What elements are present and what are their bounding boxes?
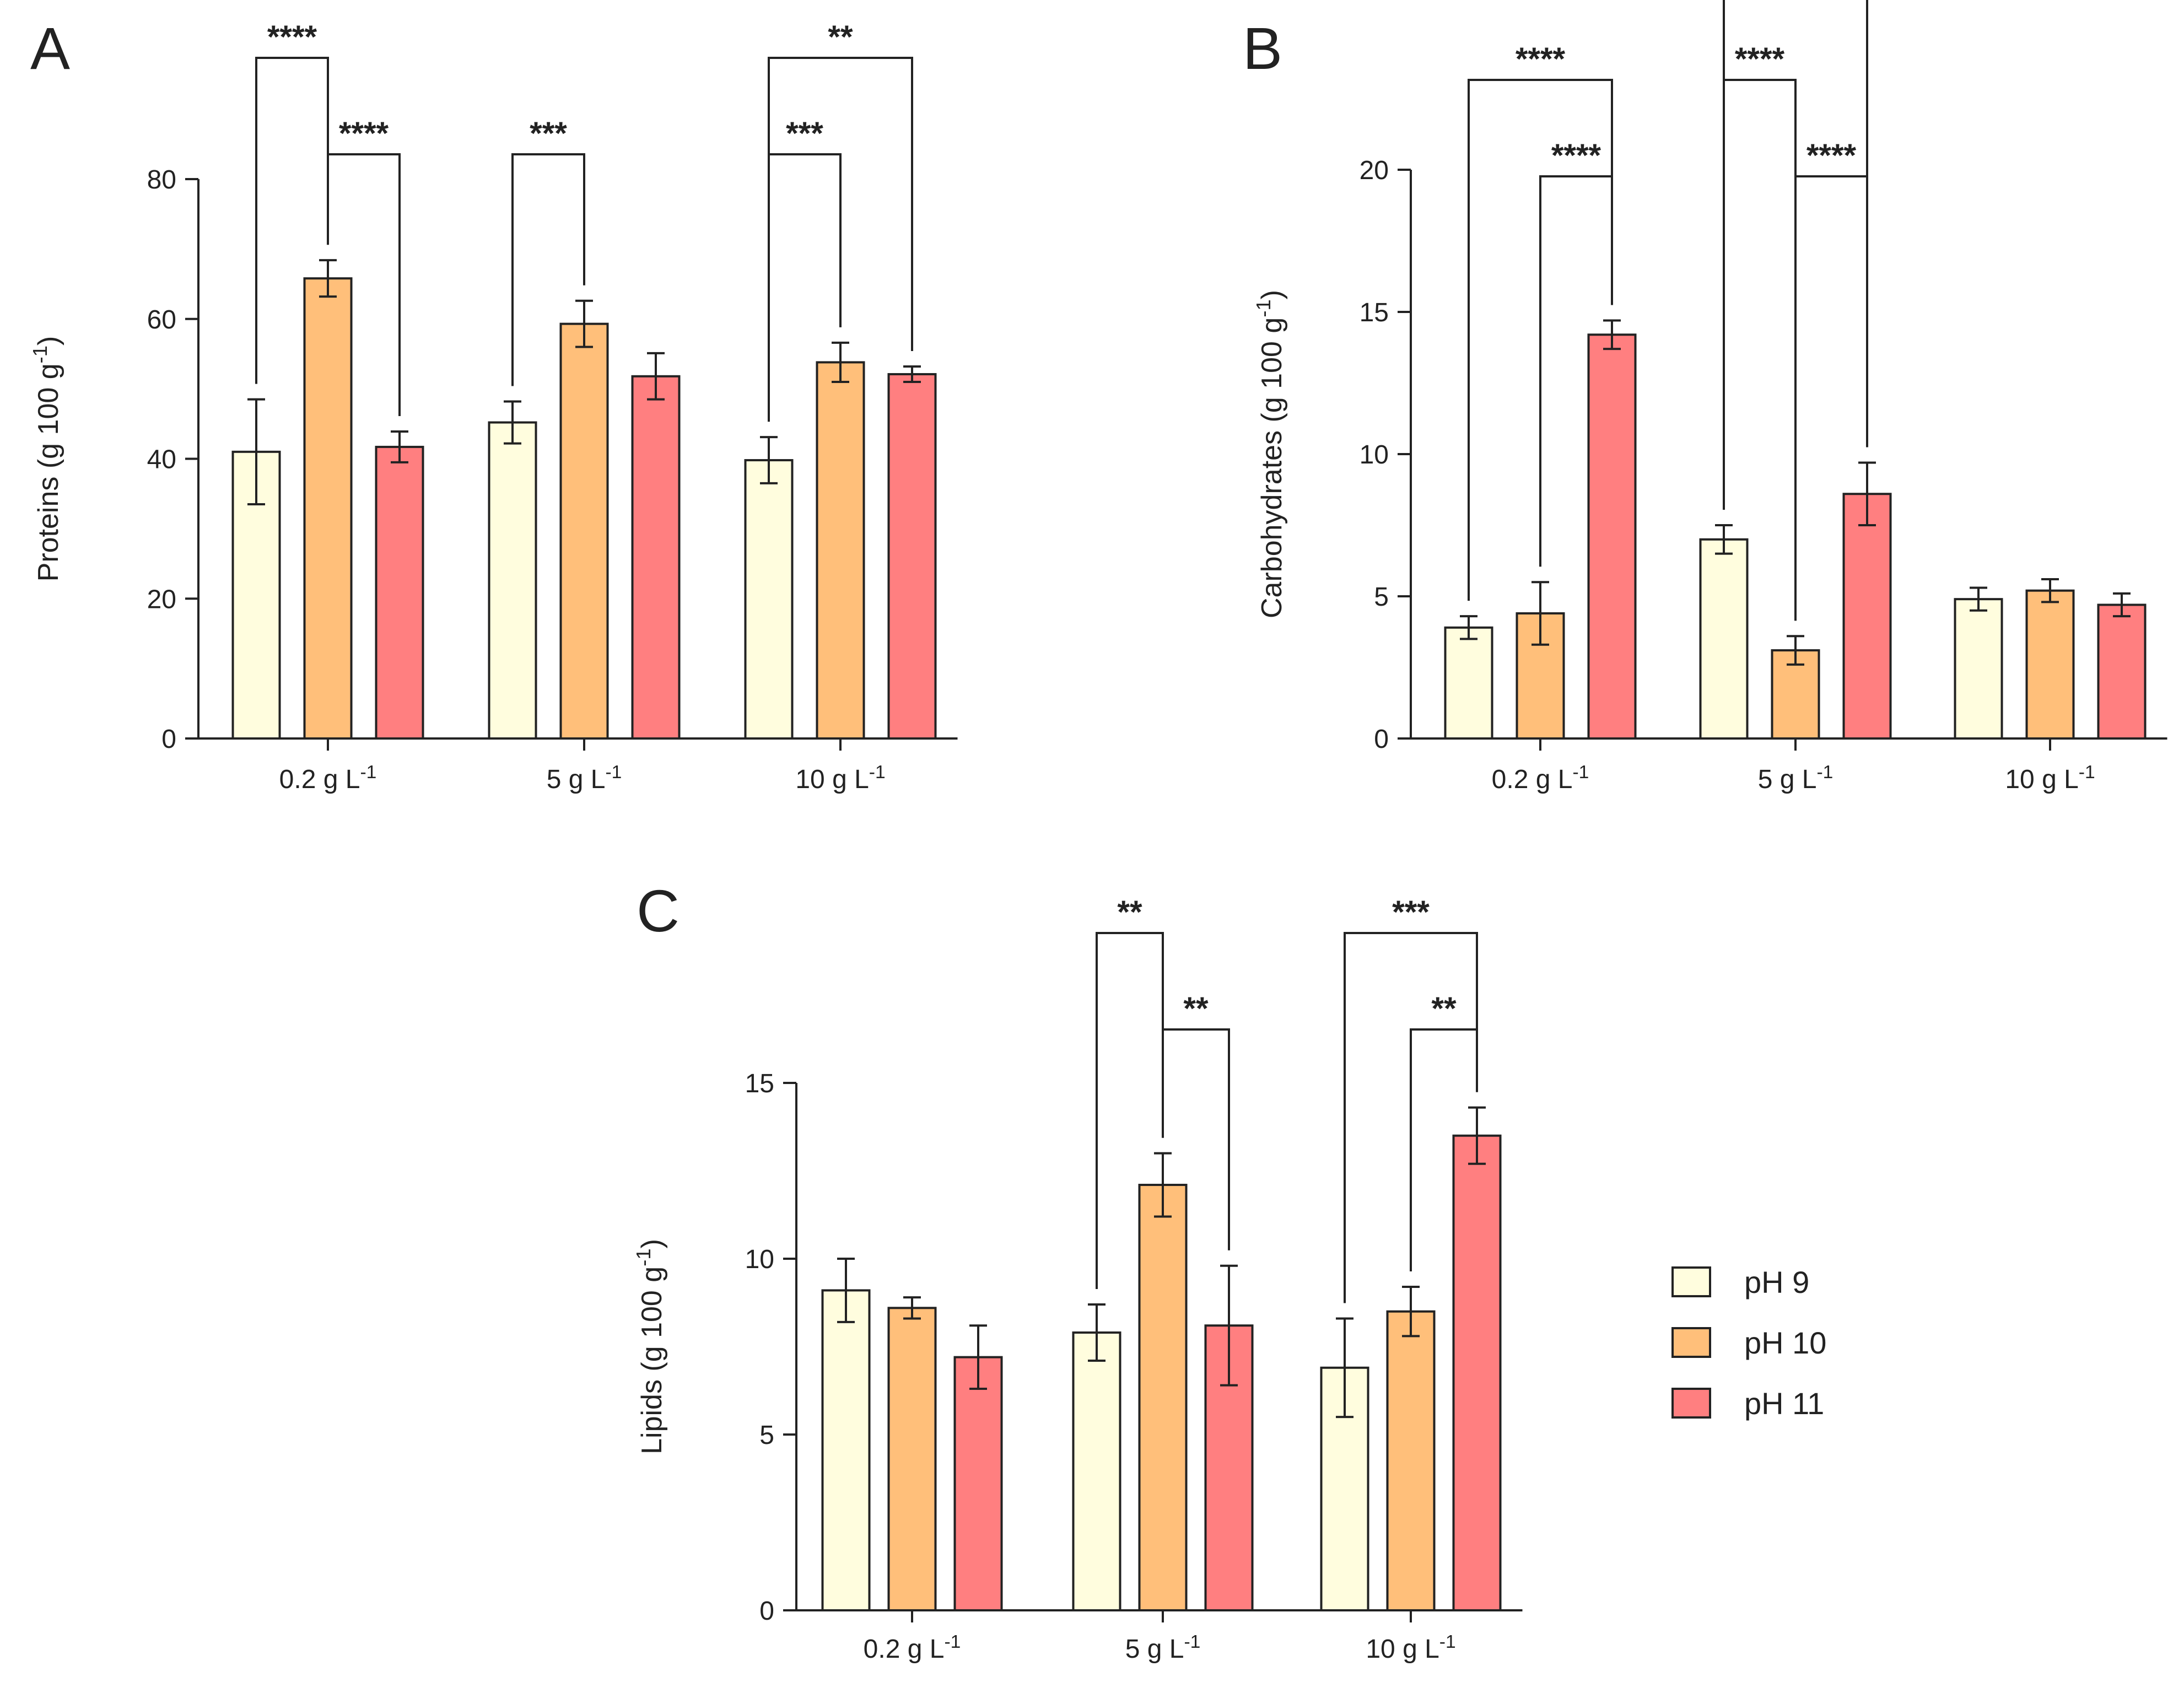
y-tick-label: 40: [147, 445, 176, 475]
bar: [887, 1307, 937, 1612]
significance-bracket: [1344, 932, 1478, 1303]
y-tick-label: 15: [745, 1069, 774, 1098]
x-tick-label: 0.2 g L-1: [864, 1632, 961, 1664]
legend: pH 9 pH 10 pH 11: [1671, 1265, 1826, 1421]
bar: [631, 375, 681, 740]
y-tick-label: 20: [147, 585, 176, 614]
significance-bracket: [1410, 1028, 1478, 1272]
bar: [375, 445, 424, 740]
bar: [953, 1356, 1003, 1611]
significance-bracket: [511, 153, 585, 386]
significance-bracket: [327, 153, 401, 417]
panel-a: A 0 20 40 60 80 Proteins (g 100 g-1) 0.2 g L-1…: [29, 15, 958, 794]
x-tick-label: 10 g L-1: [795, 762, 885, 795]
bar: [744, 459, 794, 740]
significance-label: ***: [786, 116, 823, 152]
legend-swatch-ph11: [1671, 1388, 1711, 1419]
legend-swatch-ph10: [1671, 1327, 1711, 1358]
y-tick-label: 20: [1360, 156, 1389, 185]
bar: [816, 361, 865, 740]
significance-label: **: [1183, 991, 1209, 1027]
significance-bracket: [255, 57, 329, 384]
legend-label-ph10: pH 10: [1744, 1325, 1826, 1360]
bar: [1138, 1184, 1188, 1611]
bar: [559, 322, 609, 740]
y-axis-title: Proteins (g 100 g-1): [29, 336, 65, 582]
significance-label: **: [828, 19, 853, 55]
significance-label: ****: [1806, 138, 1857, 174]
y-tick-label: 0: [1374, 725, 1389, 754]
x-tick-label: 0.2 g L-1: [1492, 762, 1589, 795]
significance-bracket: [768, 57, 913, 422]
y-tick-label: 80: [147, 165, 176, 195]
significance-label: ****: [267, 19, 317, 55]
significance-label: ****: [1551, 138, 1601, 174]
significance-label: ****: [1735, 41, 1785, 77]
y-axis-title: Carbohydrates (g 100 g-1): [1252, 290, 1288, 618]
significance-label: ****: [1516, 41, 1566, 77]
y-tick-label: 10: [1360, 440, 1389, 470]
significance-label: **: [1117, 894, 1142, 930]
significance-label: ****: [339, 116, 389, 152]
y-tick-label: 15: [1360, 298, 1389, 327]
bar: [1842, 493, 1892, 740]
y-tick-label: 0: [759, 1597, 774, 1626]
significance-bracket: [1539, 175, 1613, 567]
bar: [1444, 626, 1493, 740]
y-tick-label: 10: [745, 1245, 774, 1274]
bar: [1699, 538, 1749, 740]
legend-label-ph9: pH 9: [1744, 1265, 1809, 1300]
y-tick-label: 60: [147, 305, 176, 335]
bar: [887, 373, 937, 740]
panel-c: C 0 5 10 15 Lipids (g 100 g-1) 0.2 g L-1 5 g L…: [632, 877, 1523, 1664]
bar: [303, 277, 353, 740]
significance-label: ***: [530, 116, 567, 152]
significance-bracket: [1162, 1028, 1230, 1250]
bar: [1072, 1331, 1121, 1611]
legend-swatch-ph9: [1671, 1266, 1711, 1297]
x-tick-label: 5 g L-1: [1125, 1632, 1201, 1664]
significance-label: ***: [1392, 894, 1430, 930]
bar: [1587, 333, 1637, 740]
bar: [2025, 589, 2075, 740]
panel-b: B 0 5 10 15 20 Carbohydrates (g 100 g-1) 0.2 g…: [1243, 0, 2167, 794]
x-tick-label: 10 g L-1: [1366, 1632, 1455, 1664]
significance-bracket: [1723, 0, 1868, 510]
y-tick-label: 0: [161, 725, 176, 754]
x-tick-label: 5 g L-1: [547, 762, 622, 795]
legend-label-ph11: pH 11: [1744, 1386, 1824, 1421]
x-tick-label: 0.2 g L-1: [279, 762, 377, 795]
bar: [2097, 603, 2147, 740]
bar: [1386, 1310, 1436, 1611]
panel-letter-b: B: [1243, 15, 1282, 82]
x-tick-label: 5 g L-1: [1758, 762, 1834, 795]
y-tick-label: 5: [759, 1421, 774, 1450]
bar: [821, 1289, 871, 1611]
y-axis-title: Lipids (g 100 g-1): [632, 1239, 668, 1454]
panel-letter-c: C: [637, 877, 680, 944]
x-tick-label: 10 g L-1: [2005, 762, 2095, 795]
panel-letter-a: A: [30, 15, 70, 82]
significance-label: **: [1431, 991, 1457, 1027]
y-tick-label: 5: [1374, 583, 1389, 612]
bar: [1452, 1134, 1502, 1611]
bar: [1954, 598, 2003, 740]
bar: [488, 421, 537, 740]
